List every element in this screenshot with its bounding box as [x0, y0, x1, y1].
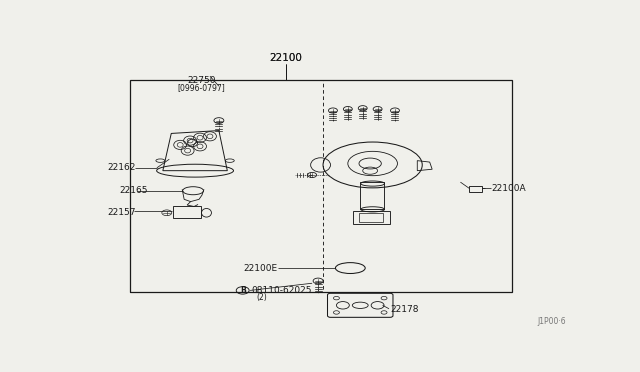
Bar [173, 206, 200, 218]
Text: B: B [240, 286, 246, 295]
Text: 08110-62025: 08110-62025 [251, 286, 312, 295]
Text: 22100A: 22100A [492, 184, 526, 193]
Text: 22750: 22750 [188, 76, 216, 85]
Text: 22100: 22100 [269, 53, 302, 63]
Text: [0996-0797]: [0996-0797] [178, 83, 225, 92]
Text: J1P00·6: J1P00·6 [538, 317, 566, 326]
Text: 22165: 22165 [120, 186, 148, 195]
Text: 22157: 22157 [108, 208, 136, 217]
Bar [353, 211, 390, 224]
Text: 22100: 22100 [269, 53, 302, 63]
Text: 22178: 22178 [390, 305, 419, 314]
Text: 22100E: 22100E [243, 264, 277, 273]
Bar [129, 80, 323, 292]
Bar [359, 213, 383, 222]
Bar [129, 80, 511, 292]
Bar [360, 182, 384, 209]
Text: (2): (2) [256, 293, 267, 302]
Bar [469, 186, 482, 192]
Text: 22162: 22162 [108, 163, 136, 172]
